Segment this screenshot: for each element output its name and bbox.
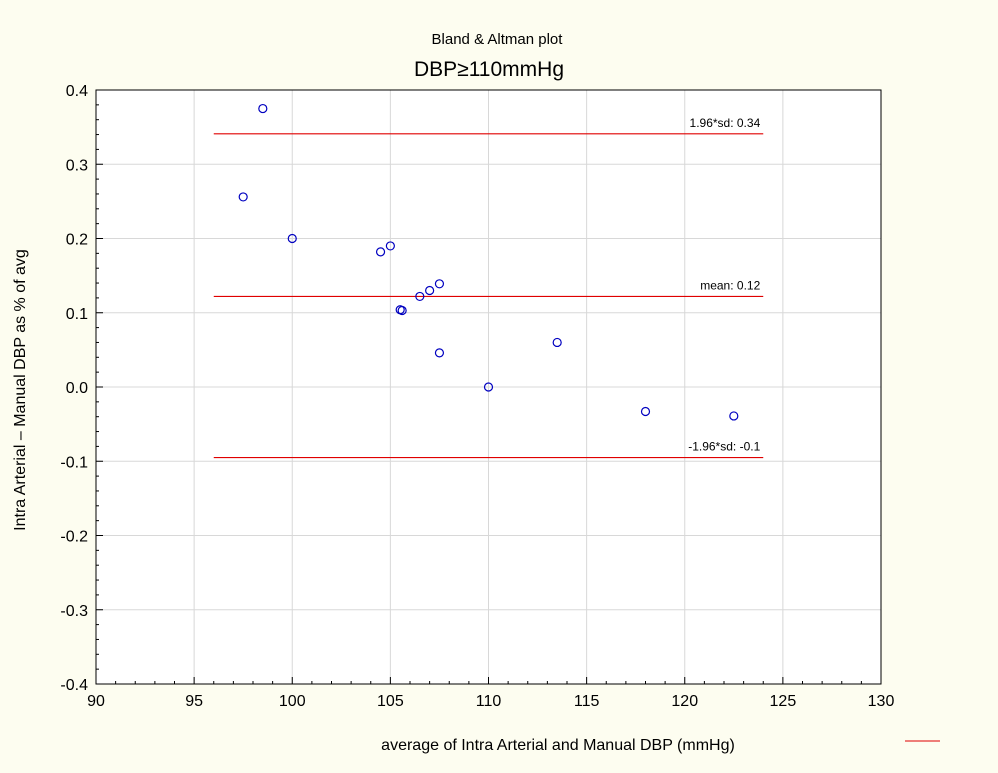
y-tick-label: -0.1 [60, 454, 88, 471]
reference-lines: 1.96*sd: 0.34 mean: 0.12 -1.96*sd: -0.1 [213, 116, 764, 459]
data-point [397, 305, 407, 316]
reference-line-label: -1.96*sd: -0.1 [688, 440, 760, 454]
data-point [415, 291, 425, 302]
x-tick-label: 125 [770, 693, 797, 710]
y-tick-label: -0.2 [60, 529, 88, 546]
data-point [385, 241, 395, 251]
data-points [238, 103, 739, 421]
y-tick-label: -0.4 [60, 677, 88, 694]
data-point [434, 348, 445, 358]
data-point [483, 382, 494, 392]
y-tick-labels: 0.4 0.3 0.2 0.1 0.0 -0.1 -0.2 -0.3 -0.4 [60, 83, 88, 694]
grid [96, 90, 881, 684]
y-tick-label: -0.3 [60, 603, 88, 620]
data-point [258, 103, 268, 114]
x-tick-label: 120 [671, 693, 698, 710]
y-tick-label: 0.2 [66, 232, 88, 249]
x-axis-label: average of Intra Arterial and Manual DBP… [381, 737, 735, 754]
y-tick-label: 0.1 [66, 306, 88, 323]
data-point [425, 285, 435, 296]
data-point [375, 247, 386, 257]
data-point [434, 279, 445, 289]
reference-line-label: mean: 0.12 [700, 278, 760, 292]
plot-frame [95, 89, 882, 685]
x-tick-label: 115 [574, 693, 600, 710]
y-tick-label: 0.4 [66, 83, 88, 100]
y-tick-label: 0.3 [66, 157, 88, 174]
data-point [640, 406, 651, 417]
data-point [238, 192, 248, 202]
x-tick-label: 90 [87, 693, 105, 710]
x-tick-label: 110 [476, 693, 502, 710]
x-tick-label: 100 [279, 693, 306, 710]
chart-title: Bland & Altman plot [432, 31, 564, 48]
x-tick-labels: 90 95 100 105 110 115 120 125 130 [87, 693, 894, 710]
x-tick-label: 105 [377, 693, 404, 710]
x-tick-label: 95 [185, 693, 203, 710]
reference-line-label: 1.96*sd: 0.34 [690, 116, 761, 130]
chart-subtitle: DBP≥110mmHg [414, 58, 564, 81]
data-point [287, 233, 297, 244]
x-tick-label: 130 [868, 693, 895, 710]
y-tick-label: 0.0 [66, 380, 88, 397]
data-point [552, 337, 562, 348]
data-point [729, 411, 739, 421]
y-axis-label: Intra Arterial – Manual DBP as % of avg [12, 249, 29, 531]
